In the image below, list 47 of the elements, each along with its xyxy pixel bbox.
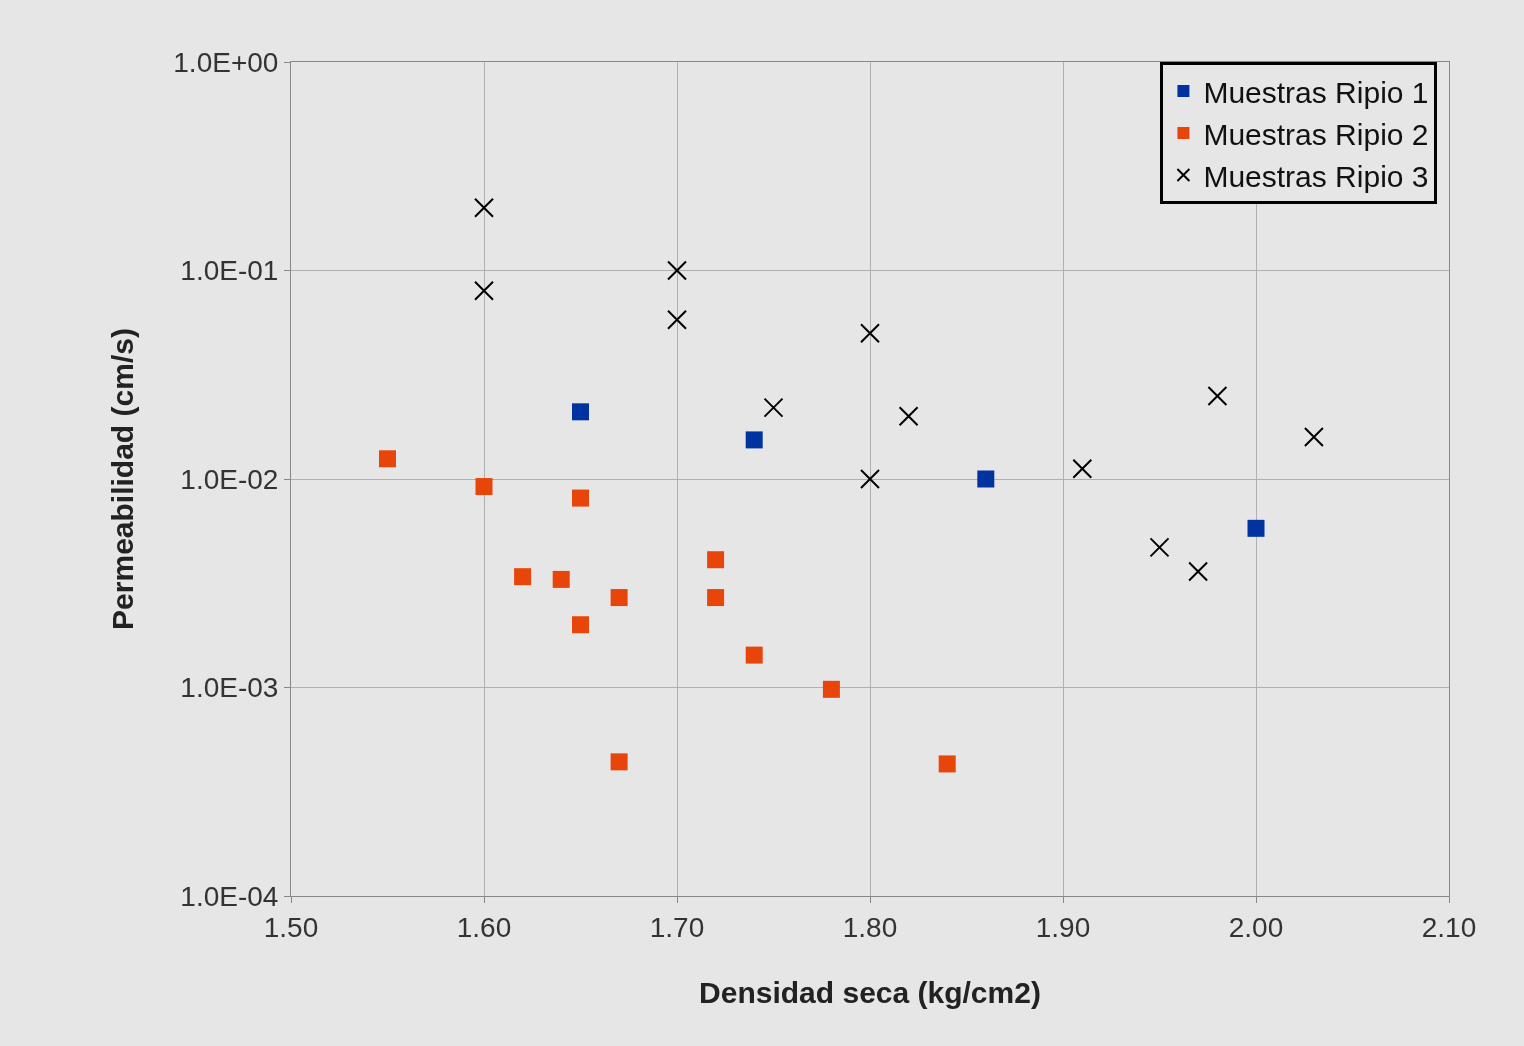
point bbox=[1207, 386, 1228, 407]
point bbox=[475, 478, 493, 496]
y-tick-label: 1.0E-02 bbox=[180, 463, 279, 495]
point bbox=[763, 397, 784, 418]
point bbox=[1188, 561, 1209, 582]
point bbox=[977, 470, 995, 488]
y-axis-title: Permeabilidad (cm/s) bbox=[106, 328, 140, 630]
point bbox=[379, 450, 396, 468]
point bbox=[1247, 519, 1265, 537]
point bbox=[1303, 427, 1324, 448]
point bbox=[707, 589, 725, 607]
point bbox=[514, 568, 532, 586]
x-tick-label: 2.00 bbox=[1228, 911, 1284, 943]
point bbox=[822, 680, 840, 698]
point bbox=[1072, 458, 1093, 479]
legend-label: Muestras Ripio 2 bbox=[1203, 117, 1429, 151]
point bbox=[552, 570, 570, 588]
point bbox=[474, 197, 494, 218]
legend-label: Muestras Ripio 1 bbox=[1203, 75, 1429, 109]
x-tick-label: 1.60 bbox=[456, 911, 512, 943]
legend-label: Muestras Ripio 3 bbox=[1203, 159, 1429, 193]
point bbox=[572, 489, 589, 507]
y-tick-label: 1.0E+00 bbox=[173, 46, 279, 78]
point bbox=[610, 753, 628, 771]
point bbox=[1149, 537, 1170, 558]
point bbox=[707, 551, 725, 569]
x-tick-label: 1.90 bbox=[1035, 911, 1091, 943]
point bbox=[938, 755, 956, 773]
point bbox=[610, 589, 628, 607]
x-tick-label: 1.70 bbox=[649, 911, 705, 943]
point bbox=[667, 260, 687, 281]
point bbox=[860, 323, 880, 344]
y-tick-label: 1.0E-04 bbox=[180, 880, 279, 912]
point bbox=[572, 616, 589, 634]
y-tick-label: 1.0E-01 bbox=[180, 255, 279, 287]
point bbox=[572, 403, 589, 421]
point bbox=[745, 646, 763, 664]
point bbox=[860, 469, 880, 489]
x-tick-label: 2.10 bbox=[1421, 911, 1477, 943]
point bbox=[745, 431, 763, 449]
x-tick-label: 1.50 bbox=[263, 911, 319, 943]
point bbox=[474, 280, 494, 301]
point bbox=[667, 309, 687, 330]
point bbox=[898, 406, 919, 427]
x-axis-title: Densidad seca (kg/cm2) bbox=[699, 976, 1041, 1010]
y-tick-label: 1.0E-03 bbox=[180, 672, 279, 704]
x-tick-label: 1.80 bbox=[842, 911, 898, 943]
